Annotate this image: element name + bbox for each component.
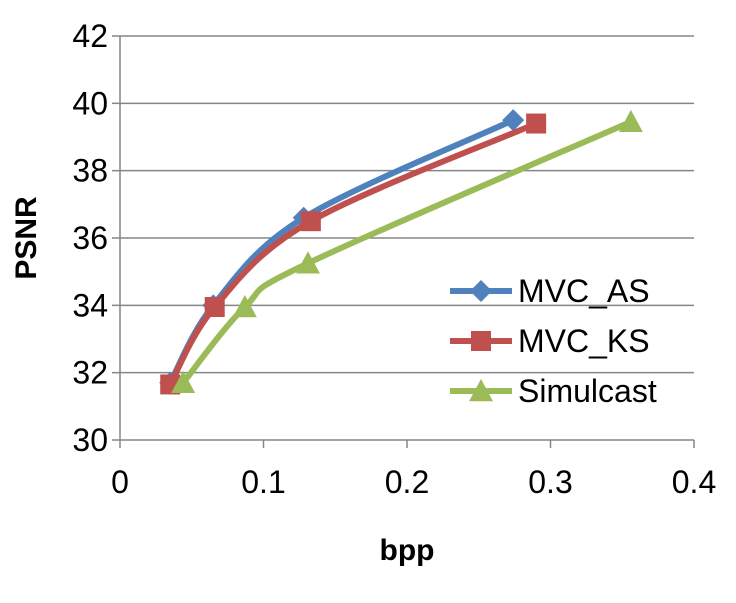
x-axis-title: bpp [380,534,435,567]
data-point [526,113,547,134]
data-point [171,370,196,393]
x-tick-label: 0.3 [528,464,572,500]
y-tick-label: 32 [72,355,108,391]
legend-label: MVC_AS [518,273,650,309]
x-tick-label: 0.4 [672,464,716,500]
data-point [295,251,320,274]
legend-item: Simulcast [450,373,657,409]
tick-labels: 30 32 34 36 38 40 42 0 0.1 0.2 0.3 0.4 [72,18,716,500]
axes [112,35,695,448]
data-point [204,297,225,318]
legend: MVC_AS MVC_KS Simulcast [450,273,657,409]
series-group [159,109,643,395]
x-tick-label: 0.2 [385,464,429,500]
y-tick-label: 40 [72,85,108,121]
legend-label: MVC_KS [518,323,650,359]
x-tick-label: 0.1 [241,464,285,500]
data-point [618,109,643,133]
data-point [300,211,321,232]
y-tick-label: 34 [72,287,108,323]
series-mvc-ks [160,113,547,395]
data-point [502,109,525,132]
legend-marker [470,280,492,302]
legend-label: Simulcast [518,373,657,409]
y-tick-label: 42 [72,18,108,54]
series-line [180,118,634,386]
legend-marker [471,331,491,351]
y-tick-label: 30 [72,422,108,458]
legend-marker [469,379,493,402]
series-simulcast [171,109,643,393]
x-tick-label: 0 [111,464,129,500]
y-axis-title: PSNR [10,196,43,280]
legend-item: MVC_AS [450,273,650,309]
y-tick-label: 36 [72,220,108,256]
series-line [167,120,540,388]
data-point [232,295,257,318]
y-tick-label: 38 [72,153,108,189]
legend-item: MVC_KS [450,323,650,359]
